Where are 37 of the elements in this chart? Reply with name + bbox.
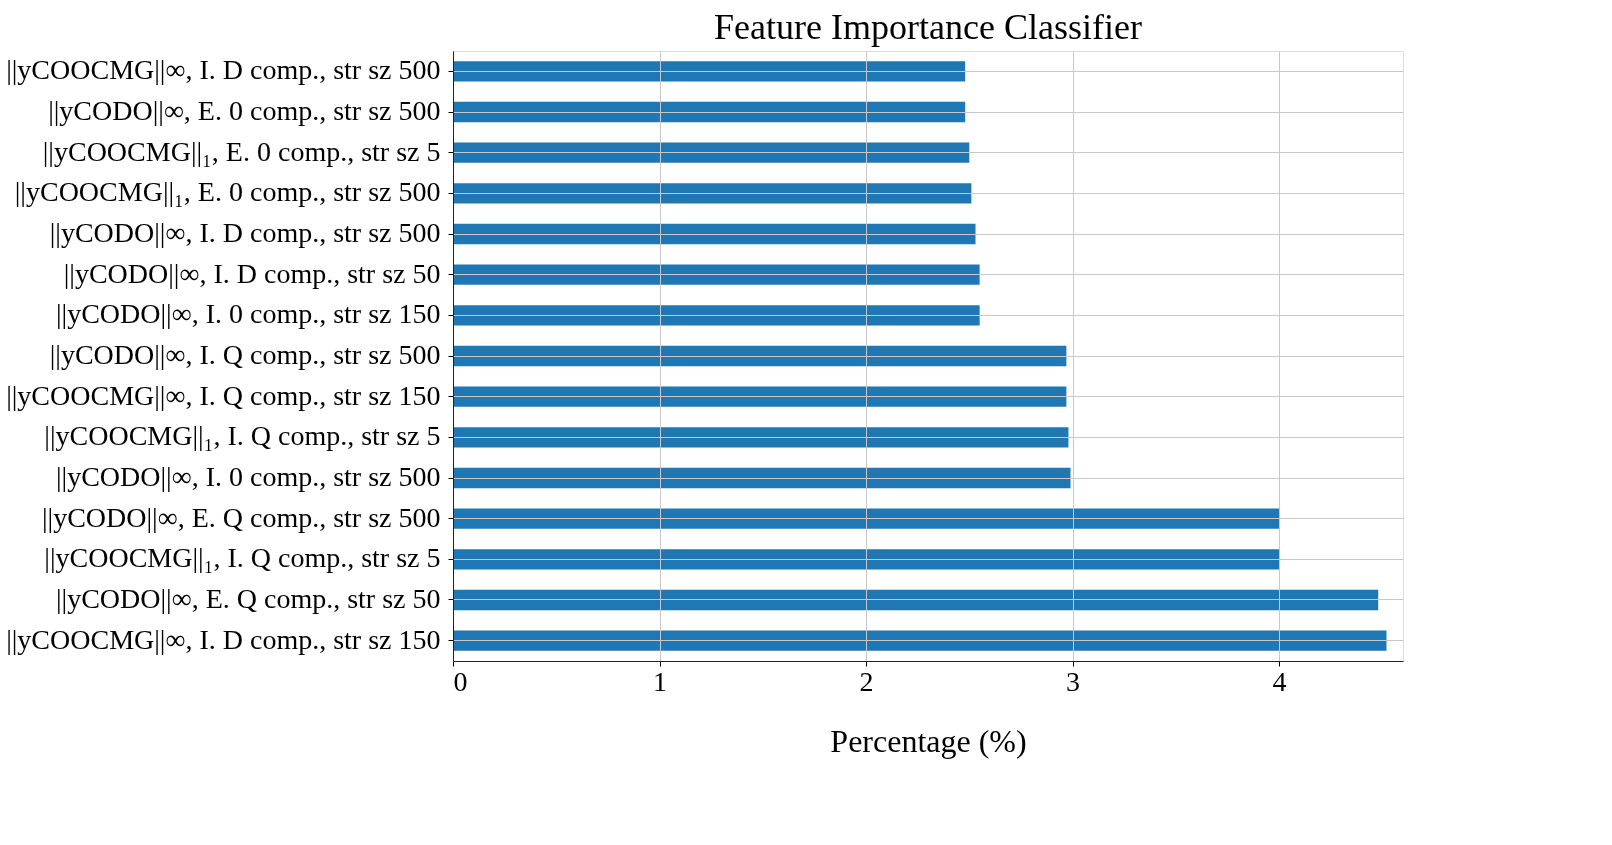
x-tick-label: 4 — [1272, 665, 1287, 697]
bar — [453, 508, 1280, 529]
bar — [453, 223, 976, 245]
bar — [453, 467, 1071, 489]
y-tick-label: ||yCODO||∞, E. Q comp., str sz 50 — [55, 583, 441, 614]
x-tick-label: 3 — [1066, 665, 1081, 697]
bar — [453, 183, 972, 204]
x-tick-label: 0 — [453, 665, 468, 697]
bar — [453, 61, 966, 82]
y-tick-label: ||yCOOCMG||₁, E. 0 comp., str sz 500 — [14, 176, 441, 208]
bar — [453, 142, 970, 163]
y-tick-label: ||yCOOCMG||₁, I. Q comp., str sz 5 — [44, 420, 441, 452]
y-tick-label: ||yCOOCMG||∞, I. D comp., str sz 500 — [6, 54, 441, 86]
bar — [453, 427, 1069, 448]
y-tick-label: ||yCODO||∞, I. Q comp., str sz 500 — [49, 339, 441, 370]
bar — [453, 101, 966, 123]
y-tick-label: ||yCODO||∞, E. Q comp., str sz 500 — [41, 501, 441, 533]
y-tick-label: ||yCODO||∞, I. 0 comp., str sz 150 — [55, 298, 441, 330]
bar — [453, 345, 1067, 367]
x-tick-label: 1 — [653, 665, 668, 697]
x-tick-label: 2 — [859, 665, 874, 697]
bar — [453, 630, 1387, 651]
y-tick-label: ||yCODO||∞, E. 0 comp., str sz 500 — [48, 95, 441, 126]
y-tick-label: ||yCOOCMG||∞, I. Q comp., str sz 150 — [6, 379, 441, 411]
y-tick-label: ||yCOOCMG||₁, E. 0 comp., str sz 5 — [42, 135, 441, 167]
bar — [453, 589, 1379, 611]
y-tick-label: ||yCODO||∞, I. D comp., str sz 50 — [63, 257, 441, 289]
bar — [453, 386, 1067, 407]
bar — [453, 305, 980, 326]
bar — [453, 264, 980, 285]
y-tick-label: ||yCOOCMG||∞, I. D comp., str sz 150 — [6, 623, 441, 655]
x-axis-title: Percentage (%) — [830, 722, 1027, 759]
y-tick-label: ||yCODO||∞, I. D comp., str sz 500 — [49, 217, 441, 248]
y-tick-label: ||yCODO||∞, I. 0 comp., str sz 500 — [55, 461, 441, 492]
y-tick-label: ||yCOOCMG||₁, I. Q comp., str sz 5 — [44, 542, 441, 574]
bar — [453, 549, 1280, 570]
chart-title: Feature Importance Classifier — [714, 7, 1142, 47]
